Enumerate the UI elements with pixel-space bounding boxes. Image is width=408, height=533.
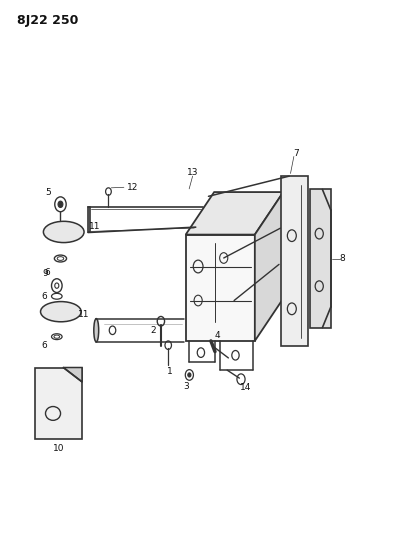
Text: 11: 11 [78, 310, 90, 319]
Text: 10: 10 [53, 445, 64, 454]
Text: 11: 11 [89, 222, 100, 231]
Text: 12: 12 [127, 183, 138, 192]
Text: 13: 13 [187, 168, 198, 177]
Text: 9: 9 [42, 270, 48, 278]
Text: 8: 8 [339, 254, 345, 263]
Polygon shape [186, 192, 283, 235]
Polygon shape [255, 192, 283, 341]
Text: 6: 6 [44, 268, 50, 277]
Text: 4: 4 [215, 331, 221, 340]
Bar [88, 207, 90, 232]
Text: 5: 5 [45, 188, 51, 197]
Ellipse shape [43, 221, 84, 243]
Text: 14: 14 [240, 383, 252, 392]
Text: 8J22 250: 8J22 250 [17, 14, 78, 27]
Ellipse shape [40, 302, 81, 322]
Polygon shape [63, 368, 82, 382]
Text: 3: 3 [183, 382, 189, 391]
Ellipse shape [94, 319, 99, 342]
Bar [310, 189, 331, 328]
Text: 2: 2 [150, 326, 155, 335]
Bar [186, 235, 255, 341]
Bar [35, 368, 82, 439]
Circle shape [188, 373, 191, 377]
Bar [281, 176, 308, 346]
Text: 1: 1 [167, 367, 173, 376]
Text: 7: 7 [293, 149, 299, 158]
Text: 6: 6 [42, 292, 47, 301]
Text: 6: 6 [42, 341, 47, 350]
Circle shape [58, 201, 63, 207]
